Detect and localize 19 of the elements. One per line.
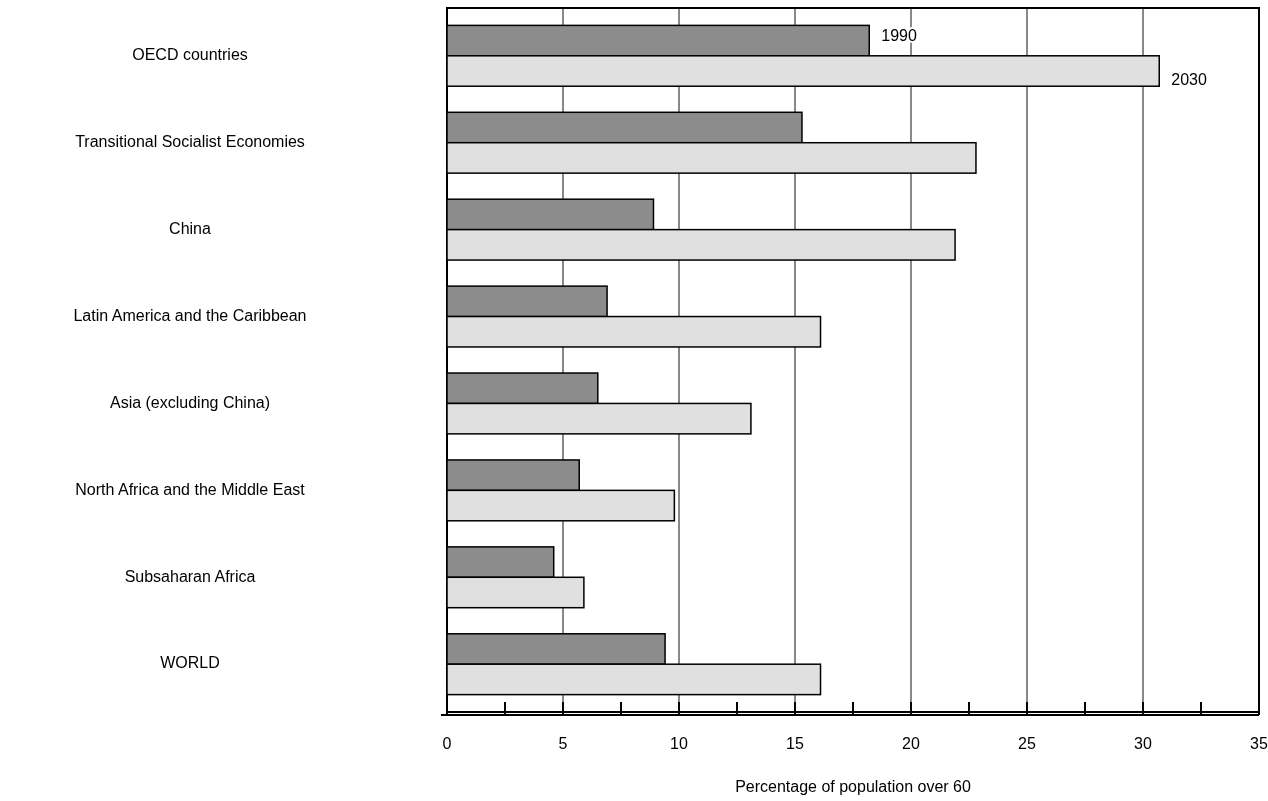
x-tick-label: 15 (786, 735, 804, 752)
x-tick-label: 20 (902, 735, 920, 752)
series-label: 2030 (1171, 71, 1207, 89)
y-tick-label: North Africa and the Middle East (75, 480, 306, 498)
x-tick-label: 35 (1250, 735, 1268, 752)
y-tick-label: OECD countries (132, 46, 248, 64)
y-tick-label: China (169, 219, 211, 237)
y-tick-label: Transitional Socialist Economies (75, 132, 305, 150)
x-axis-title: Percentage of population over 60 (735, 778, 971, 795)
series-label: 1990 (881, 26, 917, 44)
x-tick-label: 30 (1134, 735, 1152, 752)
x-tick-label: 10 (670, 735, 688, 752)
y-tick-label: Asia (excluding China) (109, 393, 271, 411)
y-tick-label: Latin America and the Caribbean (73, 306, 307, 324)
x-tick-label: 5 (558, 735, 568, 752)
y-tick-label: Subsaharan Africa (124, 567, 256, 585)
x-tick-label: 0 (442, 735, 452, 752)
x-tick-label: 25 (1018, 735, 1036, 752)
y-tick-label: WORLD (160, 654, 220, 672)
